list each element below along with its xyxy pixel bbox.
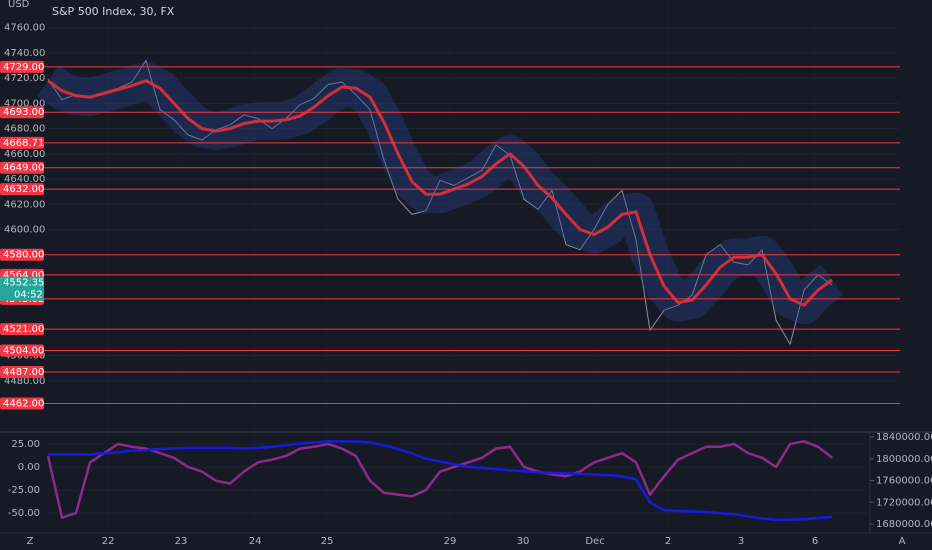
level-tag [0, 161, 44, 174]
level-tag [0, 106, 44, 119]
x-tick-label: 25 [321, 536, 334, 547]
level-tag [0, 136, 44, 149]
chart-title: S&P 500 Index, 30, FX [52, 5, 175, 18]
y-tick-label: 4600.00 [4, 225, 45, 236]
last-price-tag [0, 276, 44, 301]
x-tick-label: 23 [175, 536, 188, 547]
y-tick-label: 4680.00 [4, 124, 45, 135]
y-tick-label: 25.00 [11, 439, 40, 450]
level-label: 4693.00 [3, 107, 44, 118]
y2-tick-label: 1840000.00 [876, 432, 932, 443]
y-tick-label: 4640.00 [4, 174, 45, 185]
level-label: 4521.00 [3, 324, 44, 335]
level-label: 4462.00 [3, 399, 44, 410]
level-tag [0, 344, 44, 357]
y2-tick-label: 1720000.00 [876, 497, 932, 508]
y-tick-label: 4760.00 [4, 23, 45, 34]
level-label: 4564.00 [3, 270, 44, 281]
x-tick-label: 29 [444, 536, 457, 547]
x-tick-label: 2 [665, 536, 671, 547]
scale-button[interactable]: A [899, 536, 906, 547]
y2-tick-label: 1760000.00 [876, 476, 932, 487]
level-tag [0, 397, 44, 410]
level-tag [0, 60, 44, 73]
level-label: 4632.00 [3, 184, 44, 195]
y-tick-label: 4660.00 [4, 149, 45, 160]
x-tick-label: 24 [249, 536, 262, 547]
y-tick-label: 4700.00 [4, 98, 45, 109]
level-label: 4504.00 [3, 346, 44, 357]
ma-line [47, 79, 833, 307]
scale-button[interactable]: Z [27, 536, 34, 547]
y2-tick-label: 1680000.00 [876, 519, 932, 530]
level-label: 4649.00 [3, 163, 44, 174]
y-tick-label: -25.00 [8, 485, 40, 496]
series-line [46, 440, 833, 519]
x-tick-label: Dec [585, 536, 604, 547]
y-tick-label: 4480.00 [4, 376, 45, 387]
countdown-label: 04:52 [14, 290, 43, 301]
x-tick-label: 3 [738, 536, 744, 547]
level-tag [0, 323, 44, 336]
level-tag [0, 183, 44, 196]
series-line [48, 440, 833, 521]
level-label: 4729.00 [3, 62, 44, 73]
y-tick-label: 4720.00 [4, 73, 45, 84]
level-label: 4668.71 [3, 138, 44, 149]
series-line [47, 60, 833, 345]
level-label: 4487.00 [3, 367, 44, 378]
unit-label: USD [8, 0, 30, 10]
level-label: 4580.00 [3, 250, 44, 261]
y2-tick-label: 1800000.00 [876, 454, 932, 465]
y-tick-label: -50.00 [8, 508, 40, 519]
y-tick-label: 0.00 [18, 462, 40, 473]
level-tag [0, 365, 44, 378]
y-tick-label: 4620.00 [4, 199, 45, 210]
y-tick-label: 4740.00 [4, 48, 45, 59]
last-price-label: 4552.35 [3, 278, 44, 289]
x-tick-label: 6 [812, 536, 818, 547]
level-tag [0, 248, 44, 261]
x-tick-label: 30 [517, 536, 530, 547]
x-tick-label: 22 [102, 536, 115, 547]
